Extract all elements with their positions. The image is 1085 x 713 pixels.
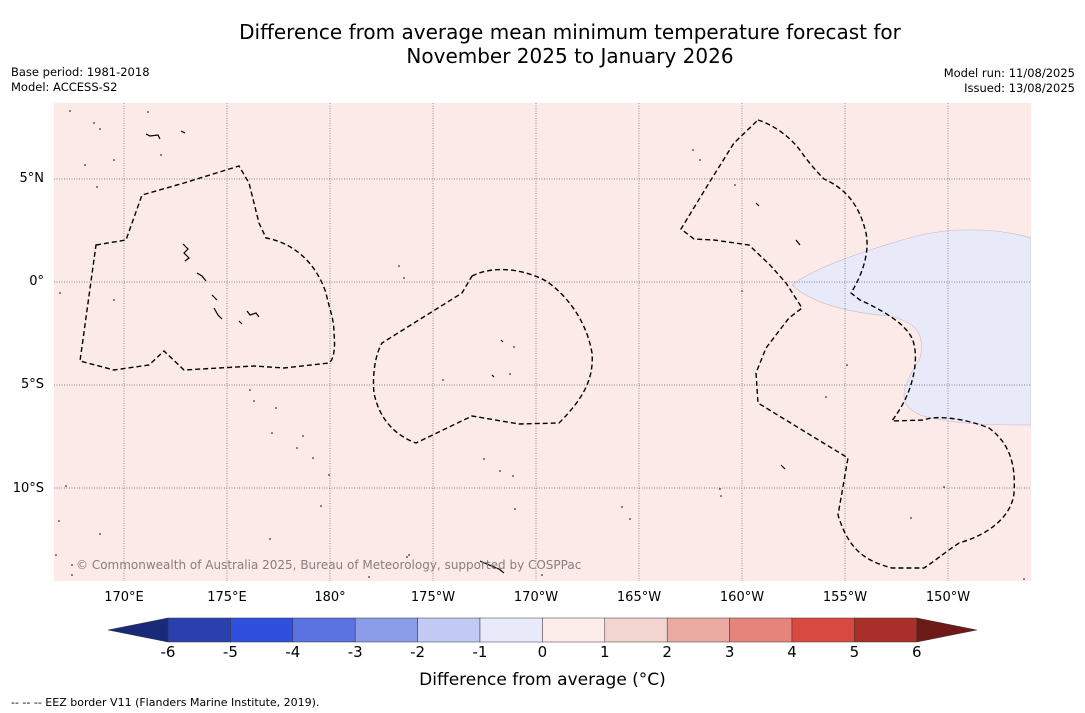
- colorbar-segment: [854, 617, 918, 643]
- colorbar-tick-label: -5: [222, 643, 238, 661]
- colorbar-tick-label: 2: [662, 643, 672, 661]
- eez-tokelau: [372, 268, 593, 444]
- colorbar-tick-label: -6: [160, 643, 176, 661]
- lon-label-180: 180°: [314, 590, 346, 605]
- colorbar-segment: [791, 617, 855, 643]
- lon-label-175w: 175°W: [410, 590, 456, 605]
- colorbar-segment: [354, 617, 418, 643]
- gridlines: [54, 103, 1031, 581]
- chart-title: Difference from average mean minimum tem…: [0, 20, 1085, 68]
- colorbar-tick-label: -4: [285, 643, 301, 661]
- colorbar-tick-label: 0: [537, 643, 548, 661]
- colorbar-segment: [230, 617, 294, 643]
- issued-text: Issued: 13/08/2025: [964, 81, 1075, 95]
- islands: [145, 130, 801, 574]
- model-text: Model: ACCESS-S2: [11, 80, 118, 94]
- colorbar-segment: [479, 617, 543, 643]
- lon-label-165w: 165°W: [616, 590, 662, 605]
- colorbar-segment: [666, 617, 730, 643]
- colorbar-segment: [167, 617, 231, 643]
- colorbar-label: Difference from average (°C): [419, 670, 666, 690]
- colorbar-extend-low: [108, 617, 169, 643]
- colorbar-segment: [292, 617, 356, 643]
- copyright-text: © Commonwealth of Australia 2025, Bureau…: [76, 558, 582, 572]
- colorbar-extend-high: [916, 617, 977, 643]
- colorbar-segment: [542, 617, 606, 643]
- meta-left: Base period: 1981-2018 Model: ACCESS-S2: [11, 65, 150, 95]
- meta-right: Model run: 11/08/2025 Issued: 13/08/2025: [944, 66, 1075, 96]
- colorbar: [108, 617, 977, 643]
- colorbar-tick-label: 5: [849, 643, 860, 661]
- colorbar-tick-label: -1: [472, 643, 488, 661]
- lat-label-5s: 5°S: [20, 377, 44, 392]
- colorbar-tick-label: 1: [600, 643, 610, 661]
- lon-label-175e: 175°E: [207, 590, 247, 605]
- colorbar-tick-label: -2: [410, 643, 426, 661]
- map-panel: © Commonwealth of Australia 2025, Bureau…: [54, 103, 1031, 581]
- eez-legend-note: -- -- -- EEZ border V11 (Flanders Marine…: [11, 696, 320, 709]
- lon-label-160w: 160°W: [719, 590, 765, 605]
- island-dots: [55, 110, 1025, 580]
- lon-label-170e: 170°E: [104, 590, 144, 605]
- title-line-1: Difference from average mean minimum tem…: [239, 20, 901, 44]
- colorbar-tick-label: -3: [347, 643, 363, 661]
- lon-label-155w: 155°W: [822, 590, 868, 605]
- colorbar-segment: [417, 617, 481, 643]
- colorbar-tick-label: 3: [724, 643, 735, 661]
- eez-line-islands: [680, 119, 1016, 569]
- model-run-text: Model run: 11/08/2025: [943, 66, 1075, 80]
- eez-borders: [79, 119, 1016, 569]
- colorbar-segment: [729, 617, 793, 643]
- cool-anomaly-patch: [791, 229, 1031, 426]
- lon-label-170w: 170°W: [513, 590, 559, 605]
- lat-label-5n: 5°N: [19, 171, 45, 186]
- colorbar-segments: [108, 617, 977, 643]
- lon-label-150w: 150°W: [925, 590, 971, 605]
- title-line-2: November 2025 to January 2026: [406, 44, 734, 68]
- map-svg: [54, 103, 1031, 581]
- base-period-text: Base period: 1981-2018: [11, 65, 150, 79]
- colorbar-tick-label: 6: [912, 643, 922, 661]
- lat-label-10s: 10°S: [12, 481, 44, 496]
- colorbar-segment: [604, 617, 668, 643]
- lat-label-0: 0°: [29, 274, 44, 289]
- eez-tuvalu-kiribati: [79, 165, 336, 371]
- colorbar-tick-label: 4: [787, 643, 797, 661]
